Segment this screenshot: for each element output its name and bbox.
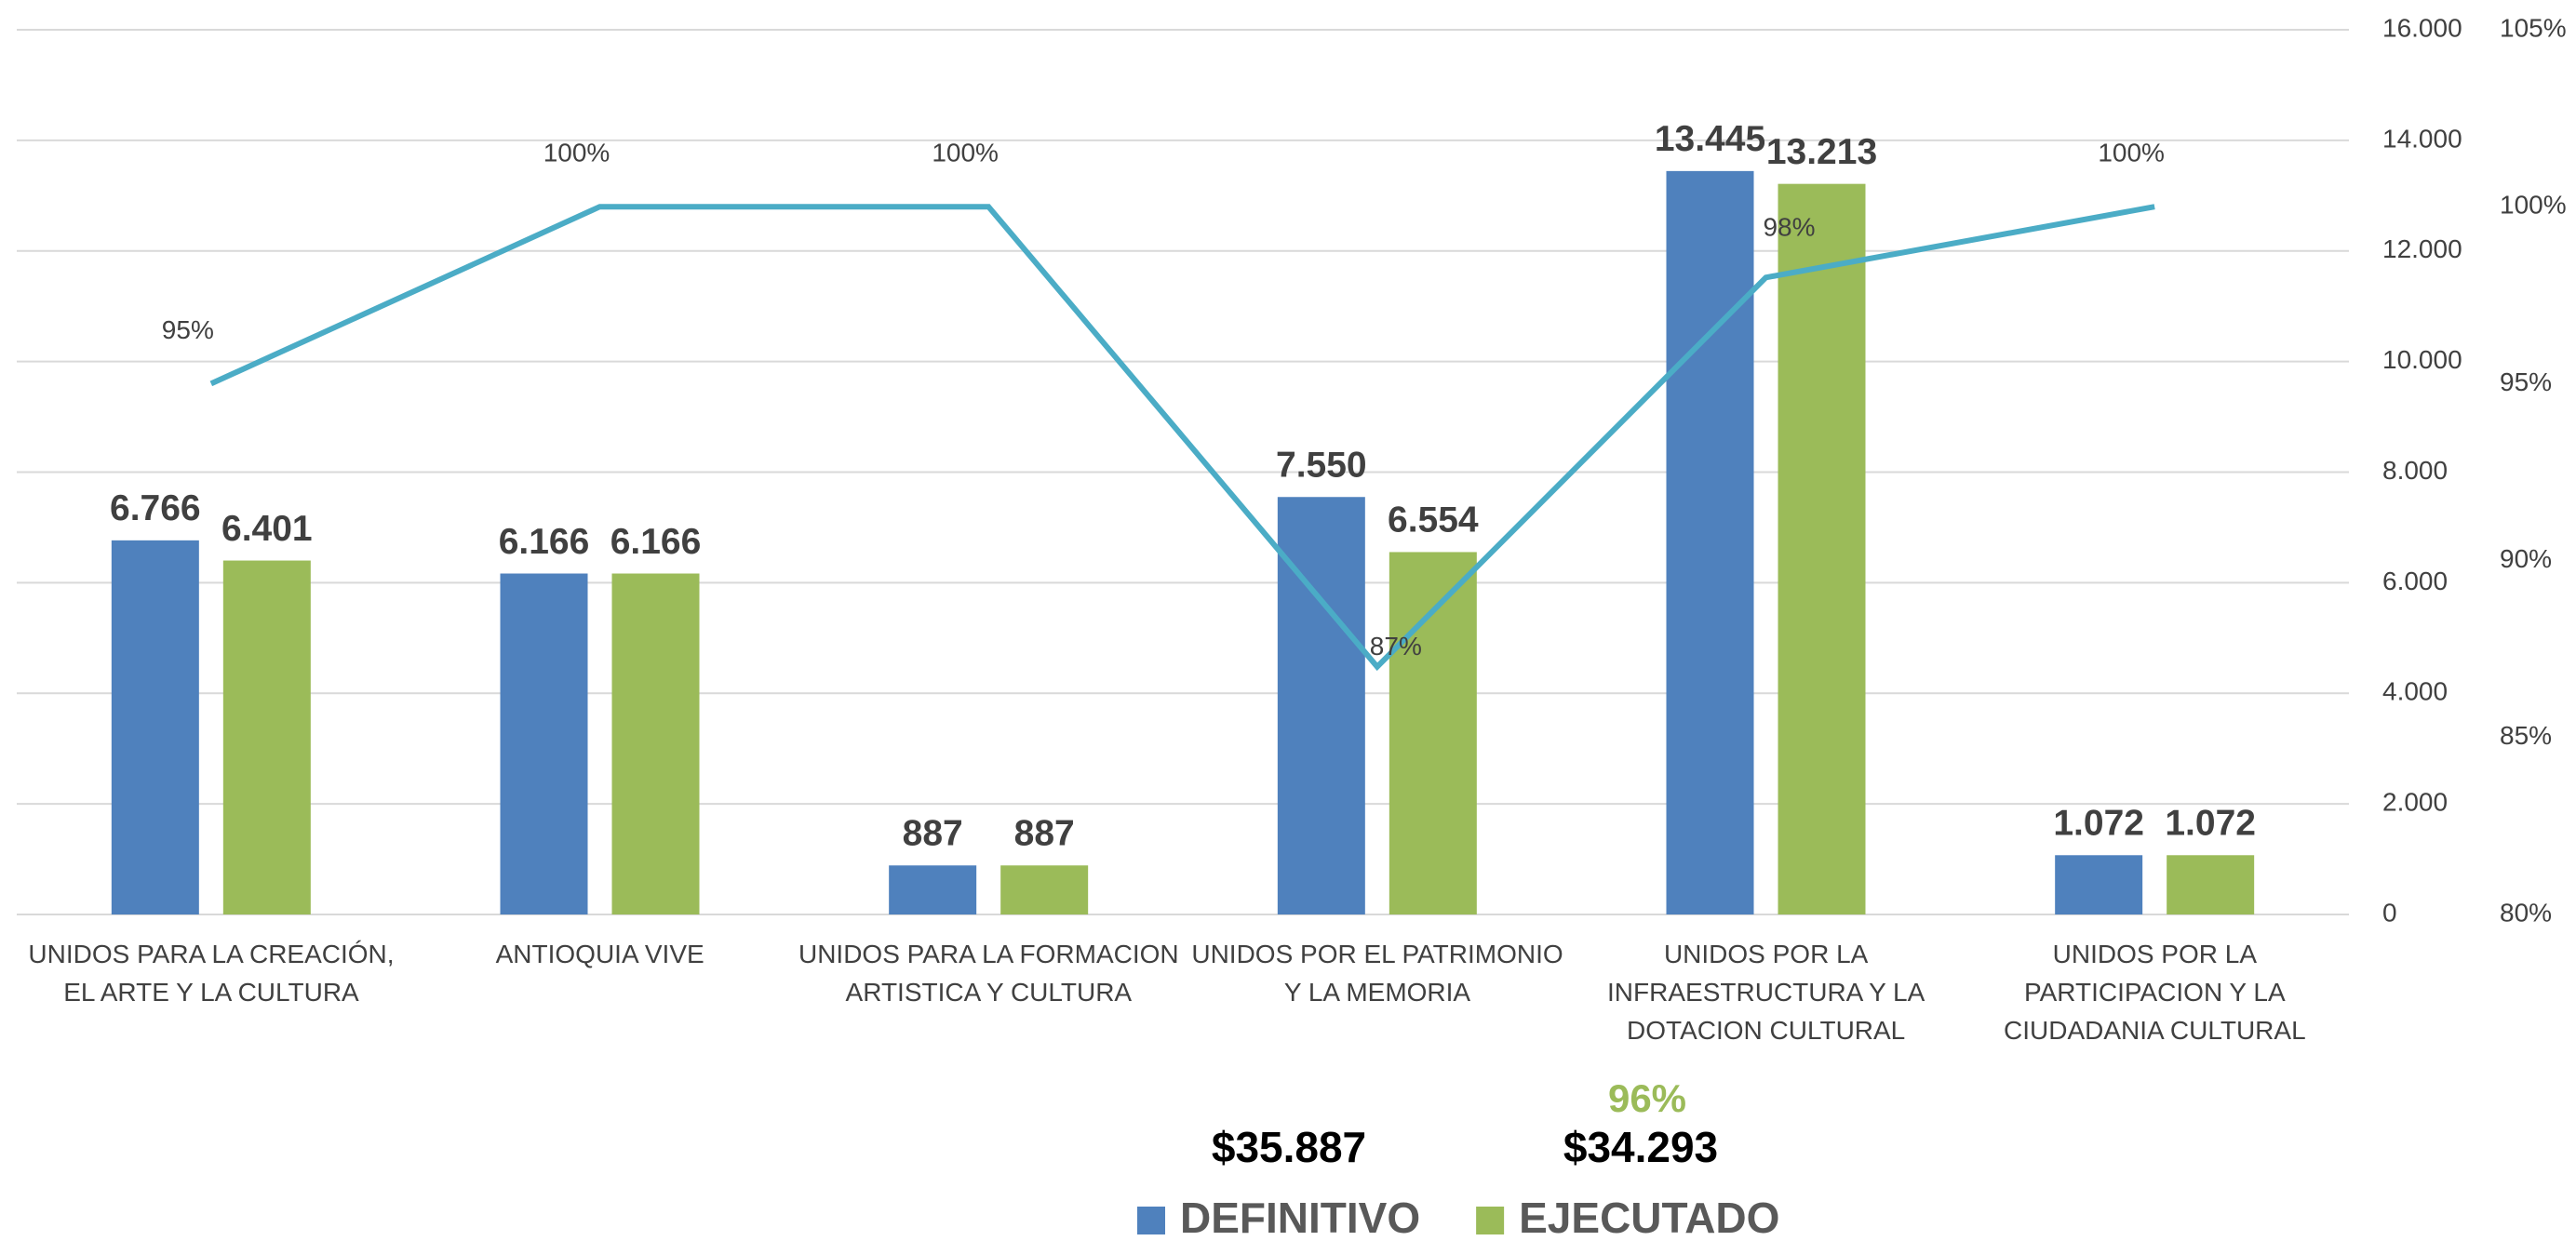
y2-tick-label: 80% [2500,898,2552,927]
y-tick-label: 14.000 [2382,124,2462,153]
y-tick-label: 8.000 [2382,456,2448,485]
total-definitivo: $35.887 [1212,1123,1366,1171]
bar [222,560,311,914]
bar-value-label: 1.072 [2165,804,2256,844]
line-value-label: 100% [932,139,999,167]
bar-value-label: 13.445 [1655,119,1765,159]
x-tick-label: UNIDOS POR LA INFRAESTRUCTURA Y LA DOTAC… [1607,940,1925,1045]
bar [111,540,199,914]
legend-label: DEFINITIVO [1180,1194,1420,1241]
bar [889,865,977,914]
y2-tick-label: 90% [2500,544,2552,573]
x-tick-label: UNIDOS PARA LA FORMACION ARTISTICA Y CUL… [798,940,1179,1007]
bar [1666,170,1754,915]
bar-value-label: 6.166 [610,522,702,562]
bar [611,573,700,914]
total-percent: 96% [1608,1076,1686,1120]
legend-label: EJECUTADO [1519,1194,1779,1241]
bar [1000,865,1089,914]
bar-value-label: 887 [1014,814,1075,854]
legend-swatch [1137,1207,1165,1234]
line [209,204,2155,672]
bar [1778,183,1866,914]
bar [1389,552,1477,914]
bar [1277,497,1365,914]
bar-value-label: 887 [903,814,963,854]
x-tick-label: UNIDOS POR EL PATRIMONIO Y LA MEMORIA [1191,940,1563,1007]
y2-tick-label: 105% [2500,13,2567,42]
bar-value-label: 13.213 [1766,132,1877,172]
y2-tick-label: 100% [2500,191,2567,220]
line-value-label: 98% [1763,213,1815,242]
y-tick-label: 0 [2382,898,2397,927]
y-tick-label: 10.000 [2382,345,2462,374]
x-tick-label: ANTIOQUIA VIVE [495,940,704,968]
bar-value-label: 7.550 [1276,446,1367,486]
x-tick-label: UNIDOS PARA LA CREACIÓN, EL ARTE Y LA CU… [28,940,395,1007]
line-value-label: 95% [162,315,214,344]
y-tick-label: 12.000 [2382,234,2462,263]
x-tick-label: UNIDOS POR LA PARTICIPACION Y LA CIUDADA… [2004,940,2306,1045]
line-value-label: 100% [2098,139,2165,167]
y2-tick-label: 95% [2500,367,2552,396]
bar [500,573,588,914]
y-tick-label: 4.000 [2382,677,2448,706]
bar-value-label: 1.072 [2053,804,2144,844]
y-tick-label: 16.000 [2382,13,2462,42]
y-tick-label: 2.000 [2382,788,2448,817]
line-value-label: 100% [543,139,610,167]
total-ejecutado: $34.293 [1563,1123,1718,1171]
bar [2167,855,2255,914]
bar-value-label: 6.166 [499,522,590,562]
bar-value-label: 6.401 [221,509,313,549]
y2-tick-label: 85% [2500,721,2552,750]
legend-swatch [1476,1207,1505,1234]
line-value-label: 87% [1370,632,1422,661]
bar-value-label: 6.766 [110,488,201,528]
bar [2055,855,2143,914]
y-tick-label: 6.000 [2382,567,2448,595]
bar-value-label: 6.554 [1388,500,1479,540]
